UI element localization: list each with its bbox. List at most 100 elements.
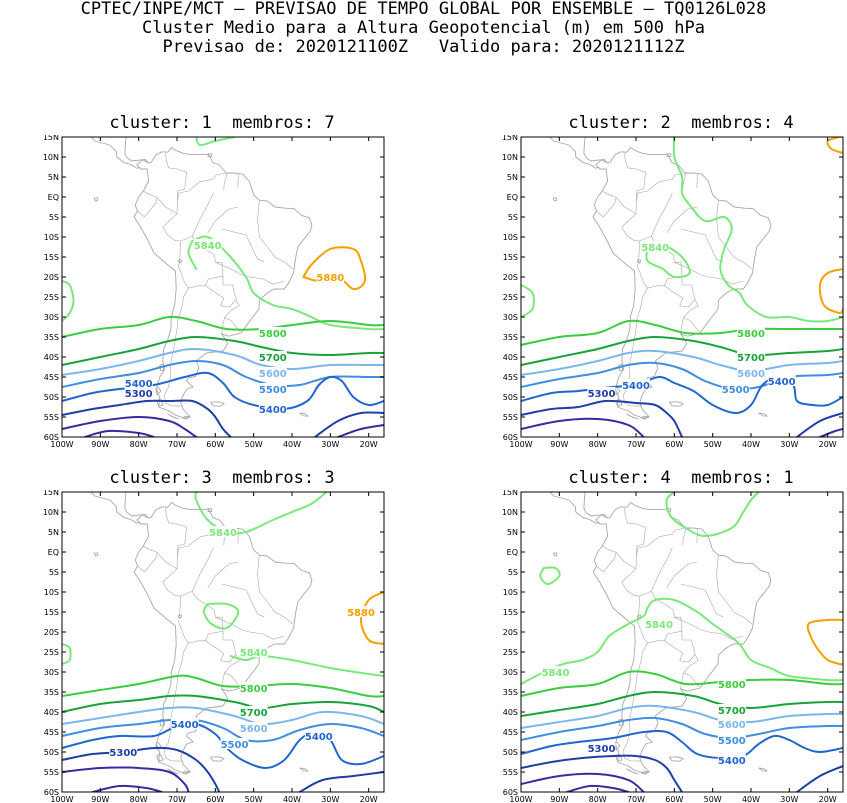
lon-tick-label: 20W: [360, 795, 378, 803]
map-frame: [520, 136, 844, 438]
contour-low: [521, 417, 645, 437]
lat-tick-label: 15N: [502, 490, 518, 497]
lat-tick-label: 45S: [44, 728, 59, 737]
contour-low: [819, 428, 843, 437]
lat-tick-label: 60S: [503, 433, 518, 442]
lat-tick-label: 50S: [503, 748, 518, 757]
lat-tick-label: 15N: [43, 135, 59, 142]
lon-tick-label: 70W: [168, 795, 186, 803]
lon-tick-label: 80W: [589, 795, 607, 803]
contour-label: 5400: [259, 405, 287, 416]
contour-5840: [62, 280, 75, 322]
country-borders: [596, 152, 752, 407]
contour-label: 5840: [209, 528, 237, 539]
lat-tick-label: 30S: [503, 313, 518, 322]
lon-tick-label: 80W: [589, 440, 607, 449]
lon-tick-label: 70W: [627, 795, 645, 803]
lat-tick-label: 25S: [503, 648, 518, 657]
contour-label: 5400: [768, 377, 796, 388]
lat-tick-label: 40S: [44, 708, 59, 717]
contours: [521, 137, 843, 437]
lon-tick-label: 50W: [704, 795, 722, 803]
contour-5300: [298, 771, 384, 792]
coastline: [549, 137, 772, 420]
lat-tick-label: 15N: [43, 490, 59, 497]
header-line-1: CPTEC/INPE/MCT – PREVISAO DE TEMPO GLOBA…: [80, 0, 767, 19]
contour-5600: [62, 347, 384, 376]
contour-label: 5300: [588, 389, 616, 400]
map-area: 5840 5800 5700 5600 5500 5400 5300 5400: [521, 137, 843, 437]
lat-tick-label: 10S: [503, 233, 518, 242]
contour-label: 5800: [259, 329, 287, 340]
contour-label: 5600: [737, 369, 765, 380]
contour-low: [62, 415, 198, 437]
contour-label: 5500: [259, 385, 287, 396]
lat-tick-label: 25S: [503, 293, 518, 302]
lat-tick-label: 15S: [44, 253, 59, 262]
contour-5500: [521, 716, 843, 741]
lon-tick-label: 100W: [50, 795, 73, 803]
panel-1-title: cluster: 1 membros: 7: [109, 113, 335, 133]
lat-tick-label: 40S: [503, 708, 518, 717]
lat-tick-label: 50S: [503, 393, 518, 402]
contour-label: 5700: [259, 353, 287, 364]
contour-5800: [521, 670, 843, 697]
lat-tick-label: 25S: [44, 293, 59, 302]
contour-label: 5300: [125, 389, 153, 400]
lon-tick-label: 50W: [704, 440, 722, 449]
panel-3-title: cluster: 3 membros: 3: [109, 468, 335, 488]
lat-tick-label: 30S: [44, 313, 59, 322]
lat-tick-label: 45S: [503, 373, 518, 382]
contour-5700: [62, 694, 384, 713]
lat-tick-label: 20S: [44, 273, 59, 282]
lat-tick-label: 55S: [44, 768, 59, 777]
lat-tick-label: 55S: [44, 413, 59, 422]
lat-tick-label: 30S: [503, 668, 518, 677]
contour-5300: [314, 411, 384, 437]
contour-5880: [826, 137, 843, 154]
contour-label: 5600: [240, 724, 268, 735]
contour-5700: [521, 335, 843, 366]
lon-tick-label: 60W: [665, 440, 683, 449]
country-borders: [137, 507, 293, 762]
contour-5840: [521, 597, 843, 685]
contour-5840: [521, 284, 535, 318]
contour-label: 5400: [305, 732, 333, 743]
lon-tick-label: 100W: [509, 440, 532, 449]
contour-5300: [521, 754, 683, 792]
contour-label: 5400: [171, 720, 199, 731]
contour-5300: [62, 746, 221, 792]
lon-tick-label: 20W: [819, 440, 837, 449]
contour-5880: [359, 591, 384, 645]
lat-tick-label: 45S: [503, 728, 518, 737]
lat-tick-label: 5S: [508, 213, 518, 222]
contour-5400: [521, 729, 843, 760]
contour-5880: [818, 268, 843, 315]
contour-label: 5400: [622, 381, 650, 392]
contour-label: 5840: [645, 620, 673, 631]
lon-tick-label: 20W: [819, 795, 837, 803]
lon-tick-label: 40W: [742, 795, 760, 803]
lat-tick-label: 10N: [43, 153, 59, 162]
contour-low: [62, 766, 190, 792]
lat-tick-label: 35S: [503, 688, 518, 697]
map-panel-cluster-4: 5840 5840 5800 5700 5600 5500 5300 5400 15N 10N 5N…: [502, 490, 844, 803]
lon-tick-label: 100W: [509, 795, 532, 803]
contour-label: 5800: [737, 329, 765, 340]
contour-5400: [62, 722, 384, 770]
contour-5600: [521, 349, 843, 376]
contour-label: 5500: [722, 385, 750, 396]
contour-label: 5700: [718, 706, 746, 717]
lon-tick-label: 40W: [283, 440, 301, 449]
lat-tick-label: 60S: [503, 788, 518, 797]
lat-tick-label: 5N: [507, 173, 518, 182]
contours: [62, 492, 384, 792]
lat-tick-label: 10N: [502, 153, 518, 162]
contour-5300: [796, 765, 843, 792]
lat-tick-label: 30S: [44, 668, 59, 677]
contour-label: 5400: [125, 379, 153, 390]
contour-5800: [62, 315, 384, 338]
contour-label: 5700: [737, 353, 765, 364]
lat-tick-label: 20S: [44, 628, 59, 637]
contour-5840: [539, 566, 561, 586]
